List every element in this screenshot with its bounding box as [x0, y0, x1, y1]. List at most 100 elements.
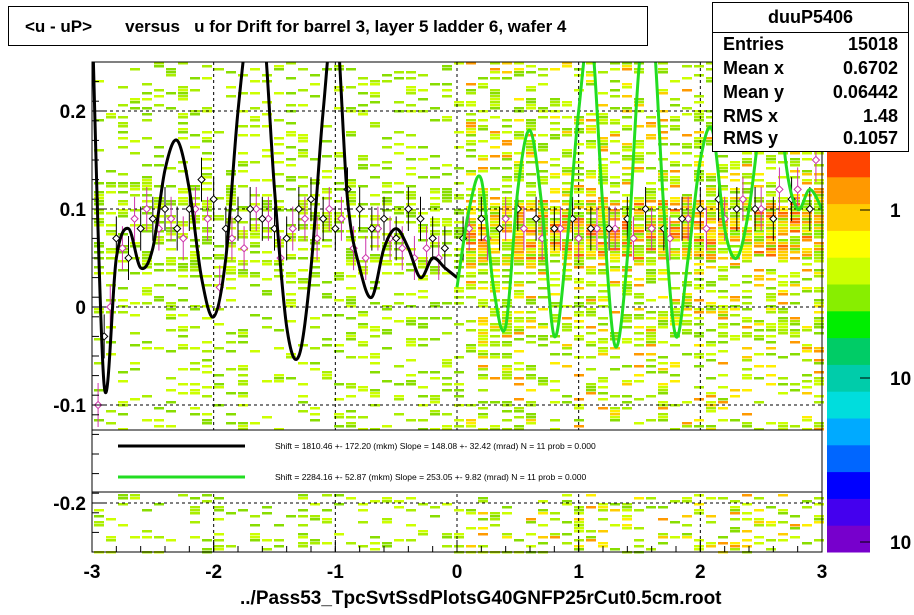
heatmap-cell [490, 68, 500, 71]
heatmap-cell [514, 203, 524, 206]
heatmap-cell [562, 134, 572, 137]
heatmap-cell [418, 89, 428, 92]
heatmap-cell [598, 137, 608, 140]
heatmap-cell [622, 182, 632, 185]
heatmap-cell [370, 362, 380, 365]
heatmap-cell [670, 125, 680, 128]
heatmap-cell [598, 146, 608, 149]
z-tick-label: 10 [890, 369, 911, 390]
heatmap-cell [610, 203, 620, 206]
heatmap-cell [622, 320, 632, 323]
heatmap-cell [142, 302, 152, 305]
heatmap-cell [298, 269, 308, 272]
heatmap-cell [202, 365, 212, 368]
heatmap-cell [310, 194, 320, 197]
profile-black-point [318, 214, 328, 224]
heatmap-cell [142, 179, 152, 182]
heatmap-cell [706, 254, 716, 257]
heatmap-cell [226, 278, 236, 281]
heatmap-cell [454, 167, 464, 170]
heatmap-cell [358, 83, 368, 86]
heatmap-cell [334, 230, 344, 233]
heatmap-cell [766, 248, 776, 251]
heatmap-cell [190, 263, 200, 266]
heatmap-cell [178, 383, 188, 386]
heatmap-cell [502, 506, 512, 509]
heatmap-cell [550, 260, 560, 263]
heatmap-cell [262, 101, 272, 104]
fit-black-line [92, 62, 458, 395]
heatmap-cell [586, 143, 596, 146]
heatmap-cell [550, 272, 560, 275]
heatmap-cell [814, 254, 824, 257]
heatmap-cell [430, 338, 440, 341]
heatmap-cell [682, 242, 692, 245]
heatmap-cell [814, 497, 824, 500]
profile-magenta-point [574, 234, 583, 243]
heatmap-cell [226, 260, 236, 263]
heatmap-cell [550, 293, 560, 296]
heatmap-cell [478, 227, 488, 230]
heatmap-cell [694, 539, 704, 542]
heatmap-cell [298, 524, 308, 527]
heatmap-cell [442, 272, 452, 275]
heatmap-cell [634, 230, 644, 233]
heatmap-cell [778, 512, 788, 515]
heatmap-cell [670, 302, 680, 305]
heatmap-cell [574, 281, 584, 284]
heatmap-cell [646, 125, 656, 128]
heatmap-cell [778, 302, 788, 305]
heatmap-cell [514, 311, 524, 314]
heatmap-cell [370, 101, 380, 104]
heatmap-cell [490, 518, 500, 521]
heatmap-cell [478, 533, 488, 536]
heatmap-cell [634, 497, 644, 500]
heatmap-cell [490, 377, 500, 380]
heatmap-cell [166, 350, 176, 353]
heatmap-cell [610, 356, 620, 359]
heatmap-cell [262, 230, 272, 233]
heatmap-cell [814, 377, 824, 380]
heatmap-cell [310, 326, 320, 329]
heatmap-cell [310, 284, 320, 287]
heatmap-cell [562, 278, 572, 281]
heatmap-cell [262, 512, 272, 515]
heatmap-cell [634, 263, 644, 266]
heatmap-cell [250, 107, 260, 110]
heatmap-cell [334, 221, 344, 224]
heatmap-cell [694, 299, 704, 302]
heatmap-cell [418, 278, 428, 281]
heatmap-cell [502, 200, 512, 203]
heatmap-cell [562, 194, 572, 197]
heatmap-cell [694, 113, 704, 116]
heatmap-cell [670, 239, 680, 242]
heatmap-cell [646, 278, 656, 281]
heatmap-cell [802, 344, 812, 347]
heatmap-cell [502, 191, 512, 194]
heatmap-cell [538, 200, 548, 203]
heatmap-cell [814, 425, 824, 428]
heatmap-cell [586, 173, 596, 176]
heatmap-cell [742, 425, 752, 428]
heatmap-cell [682, 401, 692, 404]
heatmap-cell [694, 425, 704, 428]
heatmap-cell [802, 218, 812, 221]
heatmap-cell [166, 377, 176, 380]
heatmap-cell [526, 257, 536, 260]
heatmap-cell [658, 314, 668, 317]
heatmap-cell [658, 320, 668, 323]
heatmap-cell [598, 398, 608, 401]
heatmap-cell [526, 155, 536, 158]
heatmap-cell [682, 515, 692, 518]
heatmap-cell [814, 317, 824, 320]
heatmap-cell [670, 257, 680, 260]
heatmap-cell [154, 263, 164, 266]
heatmap-cell [430, 230, 440, 233]
heatmap-cell [466, 350, 476, 353]
heatmap-cell [202, 200, 212, 203]
heatmap-cell [442, 191, 452, 194]
heatmap-cell [670, 221, 680, 224]
heatmap-cell [478, 287, 488, 290]
heatmap-cell [238, 275, 248, 278]
heatmap-cell [406, 194, 416, 197]
